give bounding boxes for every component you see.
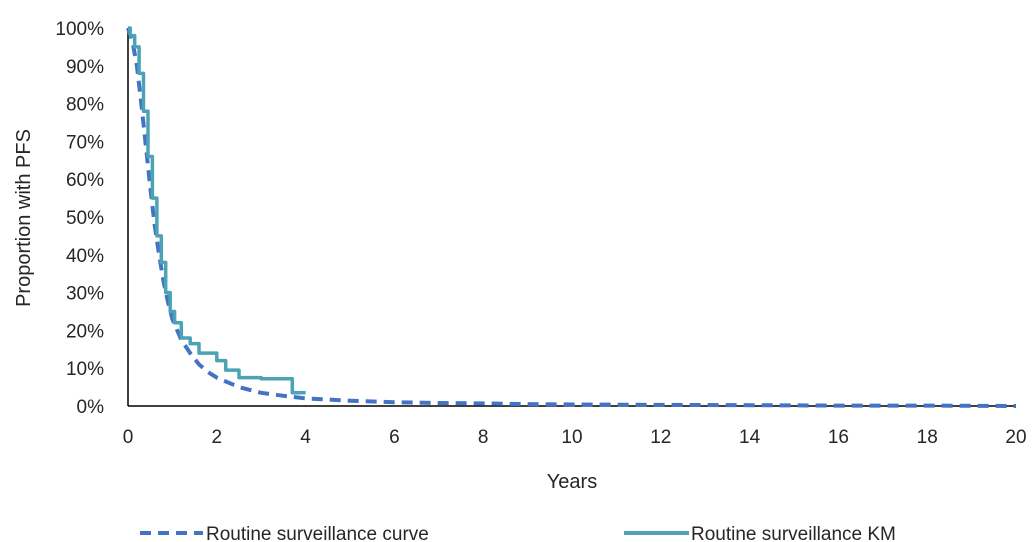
x-axis-title: Years: [547, 471, 597, 493]
series-line-km: [128, 26, 306, 395]
x-tick-label: 10: [561, 427, 582, 448]
y-axis-title: Proportion with PFS: [13, 129, 35, 307]
y-tick-label: 20%: [66, 321, 104, 342]
y-tick-label: 30%: [66, 284, 104, 305]
x-tick-label: 4: [300, 427, 311, 448]
y-tick-label: 10%: [66, 359, 104, 380]
x-tick-label: 20: [1005, 427, 1026, 448]
x-tick-label: 8: [478, 427, 489, 448]
legend-item-curve: Routine surveillance curve: [140, 524, 429, 542]
y-axis-ticks: 0% 10% 20% 30% 40% 50% 60% 70% 80% 90% 100%: [55, 19, 104, 418]
legend: Routine surveillance curve Routine surve…: [140, 524, 896, 542]
y-tick-label: 100%: [55, 19, 104, 40]
x-axis-ticks: 0 2 4 6 8 10 12 14 16 18 20: [123, 427, 1027, 448]
legend-label-curve: Routine surveillance curve: [206, 524, 429, 542]
legend-label-km: Routine surveillance KM: [691, 524, 896, 542]
y-tick-label: 80%: [66, 95, 104, 116]
x-tick-label: 16: [828, 427, 849, 448]
y-tick-label: 40%: [66, 246, 104, 267]
y-tick-label: 70%: [66, 132, 104, 153]
x-tick-label: 18: [917, 427, 938, 448]
x-tick-label: 14: [739, 427, 761, 448]
series-line-curve: [126, 27, 1017, 408]
x-tick-label: 6: [389, 427, 400, 448]
y-tick-label: 50%: [66, 208, 104, 229]
x-tick-label: 0: [123, 427, 134, 448]
y-tick-label: 0%: [77, 397, 105, 418]
y-tick-label: 60%: [66, 170, 104, 191]
series-layer: [126, 26, 1017, 408]
x-tick-label: 12: [650, 427, 671, 448]
legend-item-km: Routine surveillance KM: [624, 524, 896, 542]
y-tick-label: 90%: [66, 57, 104, 78]
x-tick-label: 2: [212, 427, 223, 448]
